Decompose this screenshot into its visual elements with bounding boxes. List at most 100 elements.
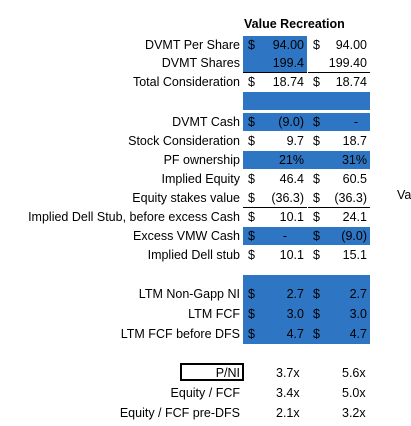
value-cell[interactable]: $ - bbox=[243, 227, 307, 245]
cell-value: 18.74 bbox=[272, 75, 304, 89]
value-cell[interactable]: $15.1 bbox=[308, 246, 370, 264]
value-cell[interactable]: 199.40 bbox=[308, 54, 370, 72]
row-label: Total Consideration bbox=[132, 75, 240, 89]
value-cell[interactable]: $94.00 bbox=[243, 36, 307, 54]
row-label: Implied Dell Stub, before excess Cash bbox=[28, 210, 240, 224]
row-label: Implied Equity bbox=[161, 172, 240, 186]
value-cell[interactable]: 199.4 bbox=[243, 54, 307, 72]
cell-value[interactable]: 3.2x bbox=[342, 406, 366, 420]
cell-value: 18.74 bbox=[335, 75, 367, 89]
underline bbox=[308, 72, 370, 73]
currency-symbol: $ bbox=[313, 327, 320, 341]
currency-symbol: $ bbox=[313, 38, 320, 52]
currency-symbol: $ bbox=[248, 248, 255, 262]
value-cell[interactable]: 21% bbox=[243, 151, 307, 169]
row-label: Equity / FCF bbox=[170, 386, 240, 400]
currency-symbol: $ bbox=[248, 327, 255, 341]
currency-symbol: $ bbox=[313, 229, 320, 243]
cell-value: 46.4 bbox=[279, 172, 304, 186]
table-row: Total Consideration $18.74 $18.74 bbox=[0, 73, 411, 91]
value-cell[interactable]: $18.74 bbox=[243, 73, 307, 91]
cell-value: 4.7 bbox=[286, 327, 304, 341]
cell-value: - bbox=[353, 115, 358, 129]
value-cell[interactable]: 31% bbox=[308, 151, 370, 169]
table-row: Equity stakes value $ (36.3) $ (36.3) bbox=[0, 189, 411, 207]
cell-value: 2.7 bbox=[349, 287, 367, 301]
value-cell[interactable]: $3.0 bbox=[308, 305, 370, 323]
value-cell[interactable]: $18.74 bbox=[308, 73, 370, 91]
cell-value: 94.00 bbox=[272, 38, 304, 52]
value-cell[interactable]: $94.00 bbox=[308, 36, 370, 54]
table-title: Value Recreation bbox=[244, 17, 345, 31]
table-row: PF ownership 21% 31% bbox=[0, 151, 411, 169]
value-cell[interactable]: $46.4 bbox=[243, 170, 307, 188]
table-row: LTM FCF before DFS $4.7 $4.7 bbox=[0, 324, 411, 344]
row-label: PF ownership bbox=[163, 153, 240, 167]
selected-cell-border[interactable] bbox=[180, 363, 244, 381]
currency-symbol: $ bbox=[248, 307, 255, 321]
cell-value: 60.5 bbox=[342, 172, 367, 186]
value-cell[interactable]: $10.1 bbox=[243, 246, 307, 264]
cell-value: 199.4 bbox=[272, 56, 304, 70]
currency-symbol: $ bbox=[248, 210, 255, 224]
spacer-row bbox=[0, 275, 411, 283]
overflow-text: Va bbox=[397, 188, 411, 202]
value-cell[interactable]: $10.1 bbox=[243, 208, 307, 226]
value-cell[interactable]: $2.7 bbox=[243, 285, 307, 303]
value-cell[interactable]: $ (9.0) bbox=[308, 227, 370, 245]
row-label: DVMT Cash bbox=[172, 115, 240, 129]
currency-symbol: $ bbox=[248, 115, 255, 129]
highlight-cell bbox=[243, 275, 370, 283]
value-cell[interactable]: $24.1 bbox=[308, 208, 370, 226]
highlight-cell bbox=[243, 113, 370, 131]
row-label: DVMT Shares bbox=[161, 56, 240, 70]
value-cell[interactable]: $ - bbox=[308, 113, 370, 131]
cell-value[interactable]: 3.7x bbox=[276, 366, 300, 380]
highlight-cell bbox=[243, 92, 370, 110]
value-cell[interactable]: $9.7 bbox=[243, 132, 307, 150]
row-label: Implied Dell stub bbox=[147, 248, 240, 262]
cell-value: 9.7 bbox=[286, 134, 304, 148]
cell-value: 24.1 bbox=[342, 210, 367, 224]
value-cell[interactable]: $2.7 bbox=[308, 285, 370, 303]
currency-symbol: $ bbox=[248, 172, 255, 186]
value-cell[interactable]: $18.7 bbox=[308, 132, 370, 150]
value-cell[interactable]: $3.0 bbox=[243, 305, 307, 323]
table-row: LTM FCF $3.0 $3.0 bbox=[0, 304, 411, 324]
highlight-cell bbox=[243, 283, 370, 304]
value-cell[interactable]: $ (9.0) bbox=[243, 113, 307, 131]
row-label: Equity / FCF pre-DFS bbox=[119, 406, 240, 420]
row-label: LTM Non-Gapp NI bbox=[138, 287, 240, 301]
table-row: Excess VMW Cash $ - $ (9.0) bbox=[0, 227, 411, 245]
cell-value: 21% bbox=[278, 153, 304, 167]
cell-value[interactable]: 2.1x bbox=[276, 406, 300, 420]
highlight-cell bbox=[243, 151, 370, 169]
value-cell[interactable]: $ (36.3) bbox=[243, 189, 307, 207]
cell-value: 199.40 bbox=[328, 56, 367, 70]
highlight-cell bbox=[243, 324, 370, 344]
row-label[interactable]: P/NI bbox=[215, 366, 240, 380]
cell-value[interactable]: 5.6x bbox=[342, 366, 366, 380]
currency-symbol: $ bbox=[313, 248, 320, 262]
row-label: Stock Consideration bbox=[128, 134, 240, 148]
value-cell[interactable]: $4.7 bbox=[308, 325, 370, 343]
cell-value: (36.3) bbox=[271, 191, 304, 205]
cell-value[interactable]: 3.4x bbox=[276, 386, 300, 400]
cell-value: 3.0 bbox=[286, 307, 304, 321]
table-row: DVMT Cash $ (9.0) $ - bbox=[0, 113, 411, 131]
value-cell[interactable]: $4.7 bbox=[243, 325, 307, 343]
spacer-row bbox=[0, 92, 411, 110]
underline bbox=[308, 207, 370, 208]
currency-symbol: $ bbox=[248, 75, 255, 89]
table-row: DVMT Shares 199.4 199.40 bbox=[0, 54, 411, 72]
row-label: Excess VMW Cash bbox=[133, 229, 240, 243]
underline bbox=[243, 72, 307, 73]
row-label: LTM FCF bbox=[188, 307, 240, 321]
table-row: DVMT Per Share $94.00 $94.00 bbox=[0, 36, 411, 54]
table-row: LTM Non-Gapp NI $2.7 $2.7 bbox=[0, 283, 411, 304]
table-row: Implied Equity $46.4 $60.5 bbox=[0, 170, 411, 188]
value-cell[interactable]: $ (36.3) bbox=[308, 189, 370, 207]
value-cell[interactable]: $60.5 bbox=[308, 170, 370, 188]
cell-value[interactable]: 5.0x bbox=[342, 386, 366, 400]
currency-symbol: $ bbox=[248, 38, 255, 52]
